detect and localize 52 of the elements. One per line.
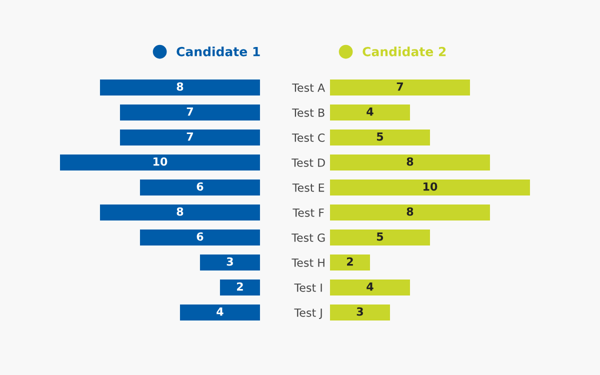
data-label: 4 bbox=[366, 282, 374, 291]
y-tick-label: Test A bbox=[292, 84, 326, 92]
y-tick-label: Test H bbox=[292, 258, 324, 267]
bar bbox=[330, 304, 390, 321]
bar bbox=[330, 180, 530, 196]
data-label: 8 bbox=[176, 82, 184, 91]
y-tick-label: Test E bbox=[292, 184, 324, 192]
data-label: 4 bbox=[216, 307, 224, 316]
y-tick-label: Test C bbox=[292, 133, 325, 142]
data-label: 10 bbox=[154, 157, 168, 166]
data-label: 5 bbox=[376, 132, 384, 141]
bar bbox=[330, 204, 490, 221]
data-label: 7 bbox=[186, 107, 193, 116]
y-tick-label: Test I bbox=[294, 284, 322, 292]
bar bbox=[100, 80, 260, 96]
data-label: 2 bbox=[347, 257, 353, 266]
bar bbox=[330, 280, 410, 296]
y-tick-label: Test J bbox=[294, 308, 322, 319]
data-label: 3 bbox=[226, 257, 233, 266]
bar bbox=[180, 304, 260, 321]
data-label: 3 bbox=[356, 307, 363, 316]
bar bbox=[330, 104, 410, 120]
data-label: 8 bbox=[176, 207, 184, 216]
data-label: 2 bbox=[236, 282, 243, 291]
bar bbox=[330, 230, 430, 246]
bar bbox=[330, 254, 370, 271]
y-tick-label: Test D bbox=[292, 158, 325, 167]
data-label: 6 bbox=[196, 182, 204, 191]
bar bbox=[140, 230, 260, 246]
bar bbox=[120, 104, 260, 120]
legend-label: Candidate 1 bbox=[176, 46, 260, 56]
data-label: 8 bbox=[406, 157, 414, 166]
bar bbox=[330, 154, 490, 171]
data-label: 5 bbox=[376, 232, 384, 241]
y-tick-label: Test B bbox=[292, 108, 324, 117]
data-label: 6 bbox=[196, 232, 204, 241]
data-label: 7 bbox=[396, 82, 403, 91]
bar bbox=[330, 130, 430, 146]
data-label: 10 bbox=[424, 182, 438, 191]
bar bbox=[120, 130, 260, 146]
legend-label: Candidate 2 bbox=[362, 46, 446, 56]
data-label: 8 bbox=[406, 207, 414, 216]
bar bbox=[330, 80, 470, 96]
bar bbox=[200, 254, 260, 271]
bar bbox=[140, 180, 260, 196]
y-tick-label: Test F bbox=[292, 208, 324, 217]
bar bbox=[220, 280, 260, 296]
data-label: 4 bbox=[366, 107, 374, 116]
data-label: 7 bbox=[186, 132, 193, 141]
bar bbox=[60, 154, 260, 171]
y-tick-label: Test G bbox=[292, 233, 325, 242]
bar bbox=[100, 204, 260, 221]
